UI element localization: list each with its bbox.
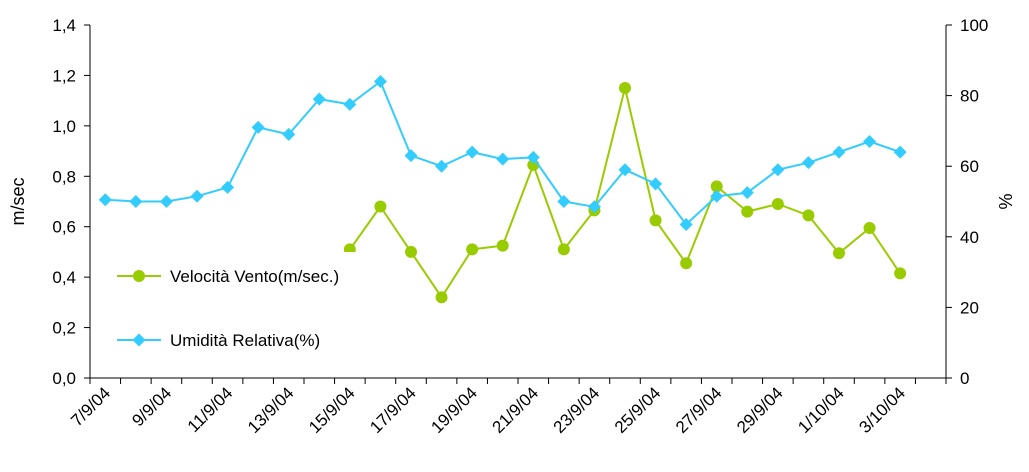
- y-right-tick-label: 40: [960, 228, 979, 247]
- x-tick-label: 1/10/04: [794, 383, 848, 437]
- data-point-humidity: [404, 149, 418, 163]
- y-left-axis-title: m/sec: [8, 177, 28, 225]
- y-left-tick-label: 0,8: [52, 167, 76, 186]
- data-point-humidity: [863, 134, 877, 148]
- legend-label-humidity: Umidità Relativa(%): [170, 331, 320, 350]
- data-point-humidity: [557, 195, 571, 208]
- data-point-humidity: [740, 186, 754, 200]
- legend-label-wind: Velocità Vento(m/sec.): [170, 267, 339, 286]
- data-point-wind: [680, 257, 693, 270]
- data-point-humidity: [618, 163, 632, 177]
- y-right-axis-title: %: [996, 193, 1016, 209]
- data-point-wind: [374, 200, 387, 213]
- data-point-wind: [741, 205, 754, 218]
- y-left-tick-label: 0,4: [52, 268, 76, 287]
- y-right-tick-label: 100: [960, 16, 988, 35]
- x-tick-label: 7/9/04: [67, 383, 114, 430]
- data-point-humidity: [832, 145, 846, 159]
- data-point-humidity: [435, 159, 449, 173]
- y-left-tick-label: 0,6: [52, 218, 76, 237]
- data-point-humidity: [159, 195, 173, 208]
- data-point-humidity: [251, 120, 265, 134]
- data-point-wind: [405, 245, 417, 258]
- y-right-tick-label: 20: [960, 298, 979, 317]
- x-tick-label: 13/9/04: [244, 383, 298, 437]
- data-point-humidity: [649, 177, 663, 191]
- data-point-humidity: [465, 145, 479, 159]
- y-right-tick-label: 0: [960, 369, 969, 388]
- data-point-wind: [619, 82, 631, 95]
- data-point-humidity: [771, 163, 785, 177]
- legend-background: [102, 252, 392, 362]
- data-point-humidity: [373, 74, 387, 88]
- data-point-wind: [496, 239, 509, 252]
- x-tick-label: 25/9/04: [611, 383, 665, 437]
- series-line-wind: [349, 87, 901, 299]
- x-tick-label: 9/9/04: [128, 383, 175, 430]
- x-tick-label: 23/9/04: [550, 383, 604, 437]
- data-point-wind: [771, 198, 784, 211]
- x-tick-label: 21/9/04: [489, 383, 543, 437]
- data-point-wind: [435, 291, 448, 304]
- data-point-humidity: [129, 195, 143, 208]
- data-point-wind: [833, 247, 845, 260]
- data-point-humidity: [190, 189, 204, 203]
- data-point-wind: [894, 267, 907, 280]
- y-left-tick-label: 1,4: [52, 16, 76, 35]
- data-point-wind: [802, 209, 815, 222]
- x-tick-label: 19/9/04: [427, 383, 481, 437]
- data-point-humidity: [526, 150, 540, 164]
- legend-marker-humidity: [132, 333, 146, 347]
- y-right-tick-label: 60: [960, 157, 979, 176]
- data-point-humidity: [893, 145, 907, 159]
- data-point-humidity: [312, 92, 326, 106]
- x-tick-label: 29/9/04: [733, 383, 787, 437]
- x-tick-label: 27/9/04: [672, 383, 726, 437]
- data-point-humidity: [282, 127, 296, 141]
- x-tick-label: 11/9/04: [184, 383, 237, 436]
- data-point-wind: [710, 180, 723, 193]
- data-point-humidity: [679, 217, 693, 231]
- legend-marker-wind: [133, 270, 145, 282]
- data-point-humidity: [801, 156, 815, 170]
- data-point-wind: [863, 221, 876, 234]
- y-left-tick-label: 0,0: [52, 369, 76, 388]
- y-left-tick-label: 0,2: [52, 319, 76, 338]
- data-point-humidity: [98, 193, 112, 207]
- x-tick-label: 15/9/04: [305, 383, 359, 437]
- y-left-tick-label: 1,0: [52, 117, 76, 136]
- data-point-humidity: [343, 97, 357, 111]
- data-point-humidity: [496, 152, 510, 166]
- x-tick-label: 3/10/04: [855, 383, 909, 437]
- data-point-humidity: [221, 180, 235, 194]
- y-left-tick-label: 1,2: [52, 66, 76, 85]
- data-point-humidity: [587, 200, 601, 214]
- y-right-tick-label: 80: [960, 87, 979, 106]
- data-point-wind: [466, 243, 479, 256]
- data-point-humidity: [710, 189, 724, 203]
- data-point-wind: [557, 243, 570, 256]
- data-point-wind: [649, 214, 662, 227]
- x-tick-label: 17/9/04: [366, 383, 420, 437]
